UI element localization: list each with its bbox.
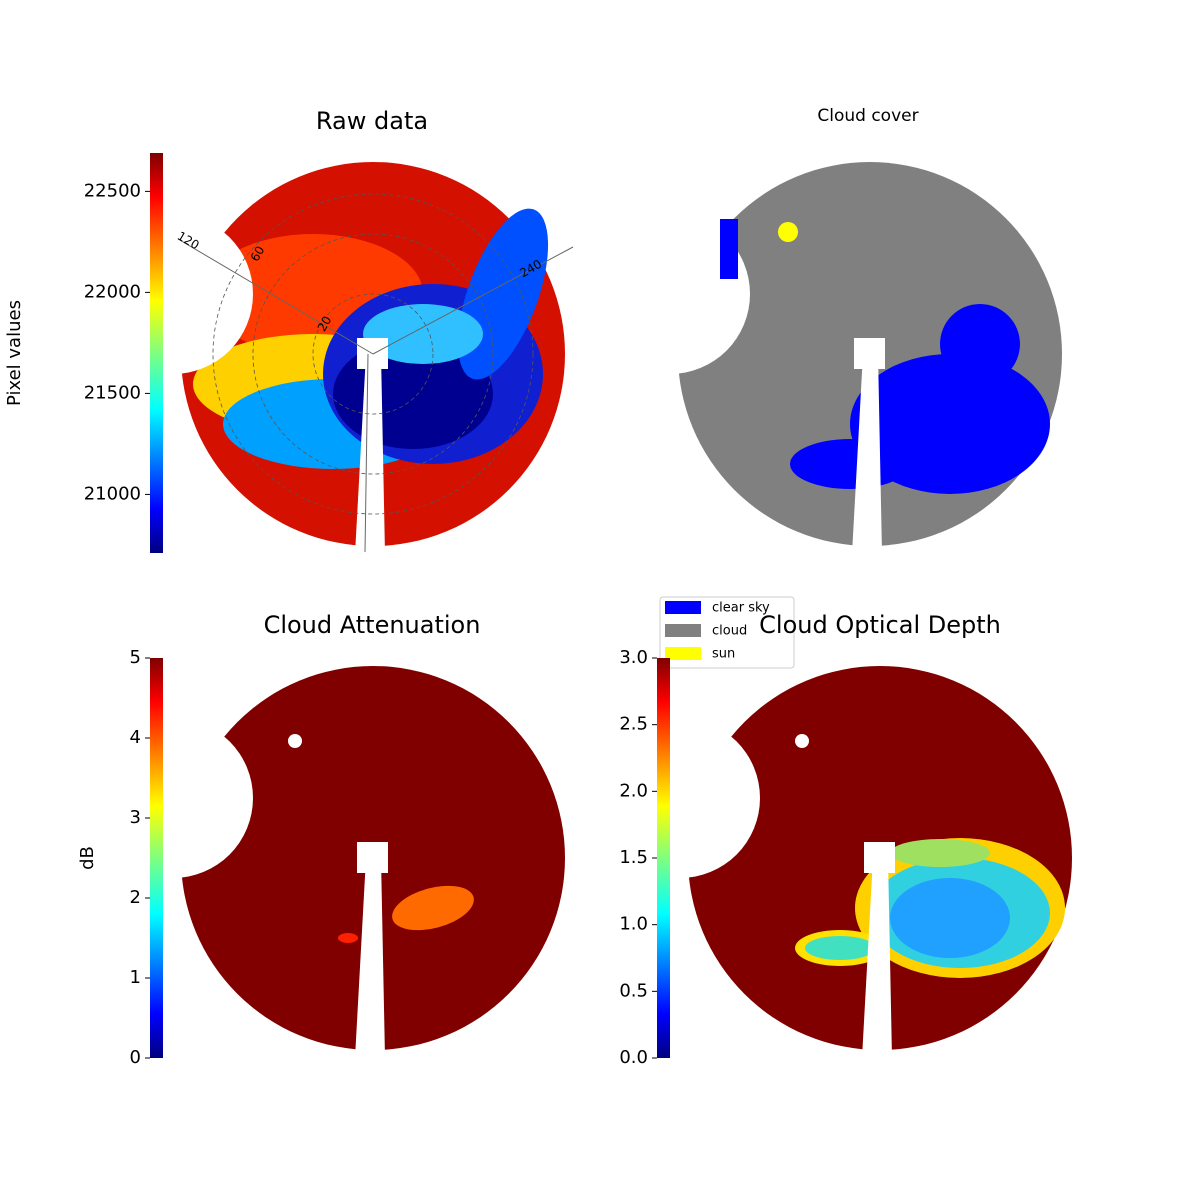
colorbar-tick-label: 1 [130,967,141,988]
mask-center [854,338,885,369]
colorbar-tick-label: 2 [130,887,141,908]
colorbar-label: Pixel values [4,300,25,406]
colorbar-tick-label: 22500 [84,180,141,201]
mask-arm [355,354,385,554]
colorbar-tick-label: 2.0 [619,780,648,801]
colorbar-tick-label: 21000 [84,483,141,504]
legend-label: cloud [712,624,747,639]
legend-label: sun [712,647,735,662]
colorbar-tick-label: 1.5 [619,847,648,868]
colorbar-tick-label: 1.0 [619,914,648,935]
mask-arm [852,354,882,554]
clear-sky-edge [720,219,738,279]
colorbar-tick-label: 5 [130,647,141,668]
colorbar-tick-label: 21500 [84,382,141,403]
sun-mask [795,734,809,748]
colorbar-tick-label: 2.5 [619,714,648,735]
polar-label: 60 [248,244,268,264]
polar-label: 20 [315,314,335,334]
polar-axis [177,238,374,355]
colorbar-tick-label: 0.0 [619,1047,648,1068]
polar-axis [364,353,369,553]
colorbar [150,658,163,1058]
colorbar-tick-label: 3.0 [619,647,648,668]
mask-center [864,842,895,873]
panel-title: Cloud cover [817,106,918,126]
legend-swatch [665,601,701,614]
sky-image [590,162,1062,554]
mask-bite [93,718,253,878]
legend-swatch [665,647,701,660]
mask-cut [630,384,710,554]
sky-region [805,936,875,960]
mask-arm [862,858,892,1058]
colorbar-tick-label: 0.5 [619,980,648,1001]
colorbar-tick-label: 22000 [84,281,141,302]
sky-image [600,666,1072,1058]
sky-region [790,439,910,489]
colorbar-tick-label: 0 [130,1047,141,1068]
panel-title: Raw data [316,107,428,135]
polar-axis [372,246,574,355]
legend-label: clear sky [712,601,770,616]
colorbar-tick-label: 4 [130,727,141,748]
sky-region [890,839,990,867]
panel-title: Cloud Attenuation [264,611,481,639]
sky-region [890,878,1010,958]
colorbar [150,153,163,553]
mask-bite [93,214,253,374]
mask-bite [600,718,760,878]
colorbar [657,658,670,1058]
legend: clear sky cloud sun [659,596,795,669]
colorbar-tick-label: 3 [130,807,141,828]
sky-region [363,304,483,364]
polar-grid [212,193,534,515]
sky-region [940,304,1020,384]
mask-bite [590,214,750,374]
sky-image [93,162,574,554]
sky-region [338,933,358,943]
legend-swatch [665,624,701,637]
sky-region [392,885,474,931]
sun-mask [288,734,302,748]
polar-grid [252,233,494,475]
sky-image [93,666,565,1058]
mask-arm [355,858,385,1058]
panel-title: Cloud Optical Depth [759,611,1001,639]
colorbar-label: dB [77,846,98,870]
mask-center [357,842,388,873]
sun [778,222,798,242]
polar-grid [312,293,434,415]
